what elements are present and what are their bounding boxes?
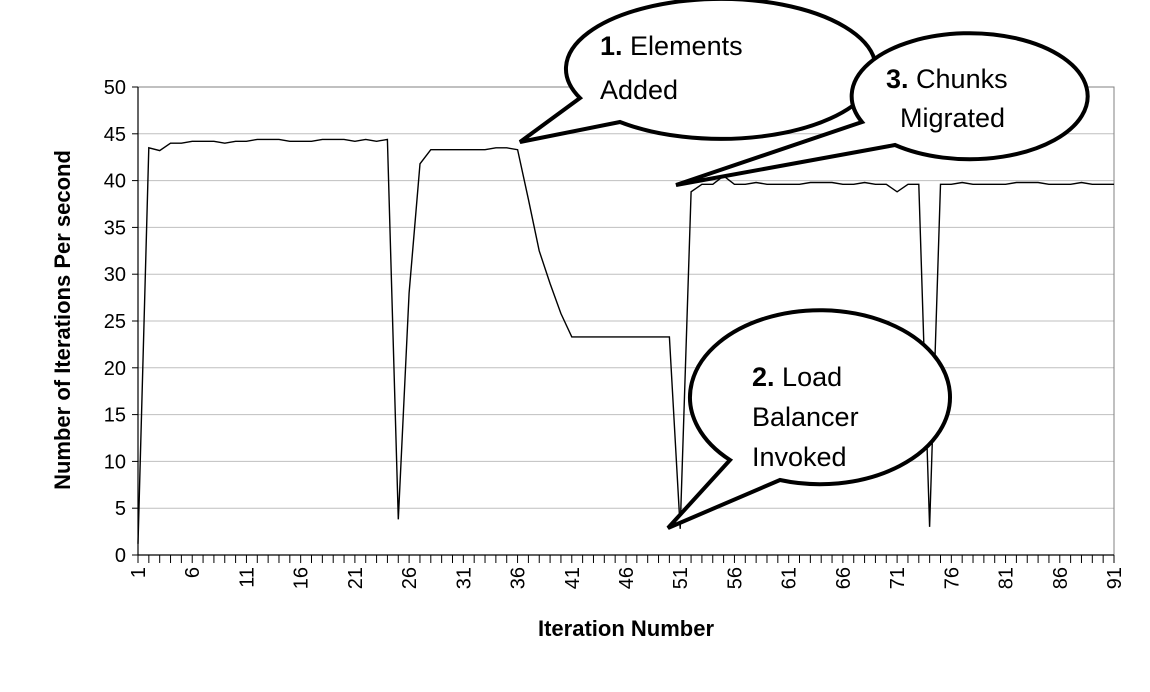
x-tick-label: 16	[291, 567, 313, 589]
x-tick-label: 61	[779, 567, 801, 589]
y-tick-labels: 0 5 10 15 20 25 30 35 40 45 50	[104, 77, 126, 567]
y-tick-label: 40	[104, 171, 126, 193]
y-tick-label: 20	[104, 358, 126, 380]
series-line	[137, 138, 1114, 544]
x-tick-labels: 1 6 11 16 21 26 31 36 41 46 51 56 61 66 71 76 81 86 91	[128, 567, 1126, 589]
callout-number: 3.	[886, 64, 909, 94]
y-tick-label: 25	[104, 311, 126, 333]
callout-bubble	[675, 31, 1090, 187]
callout-text: Elements	[630, 31, 743, 61]
x-tick-label: 36	[508, 567, 530, 589]
x-tick-label: 86	[1050, 567, 1072, 589]
y-tick-label: 50	[104, 77, 126, 99]
callout-chunks-migrated: 3. Chunks Migrated	[675, 31, 1090, 187]
y-tick-label: 5	[115, 498, 126, 520]
callout-line-2: Balancer	[752, 402, 859, 432]
x-tick-label: 71	[887, 567, 909, 589]
callout-number: 1.	[600, 31, 623, 61]
callout-text: Chunks	[916, 64, 1008, 94]
callout-number: 2.	[752, 362, 775, 392]
callout-elements-added: 1. Elements Added	[518, 0, 878, 144]
y-tick-label: 30	[104, 264, 126, 286]
callout-text: Load	[782, 362, 842, 392]
y-axis-title: Number of Iterations Per second	[50, 150, 75, 490]
callout-line-3: Invoked	[752, 442, 847, 472]
x-tick-label: 6	[182, 567, 204, 578]
y-tick-label: 45	[104, 124, 126, 146]
callout-load-balancer-invoked: 2. Load Balancer Invoked	[666, 308, 952, 530]
x-tick-label: 31	[453, 567, 475, 589]
y-tick-label: 15	[104, 405, 126, 427]
callout-bubble	[518, 0, 878, 144]
y-tick-label: 0	[115, 545, 126, 567]
x-tick-label: 51	[670, 567, 692, 589]
x-tick-label: 26	[399, 567, 421, 589]
callout-line-1: 2. Load	[752, 362, 842, 392]
x-tick-label: 66	[833, 567, 855, 589]
x-tick-label: 76	[941, 567, 963, 589]
x-axis-title: Iteration Number	[538, 616, 714, 641]
x-tick-label: 56	[724, 567, 746, 589]
x-tick-label: 21	[345, 567, 367, 589]
x-tick-label: 46	[616, 567, 638, 589]
callout-line-1: 3. Chunks	[886, 64, 1008, 94]
x-tick-label: 81	[996, 567, 1018, 589]
callout-line-2: Migrated	[900, 103, 1005, 133]
x-tick-label: 11	[236, 567, 258, 588]
x-tick-label: 41	[562, 567, 584, 589]
x-tick-label: 91	[1104, 567, 1126, 589]
callout-line-1: 1. Elements	[600, 31, 743, 61]
callout-line-2: Added	[600, 75, 678, 105]
y-tick-label: 10	[104, 451, 126, 473]
callout-bubble	[666, 308, 952, 530]
axes	[132, 86, 1115, 563]
y-tick-label: 35	[104, 217, 126, 239]
x-tick-label: 1	[128, 567, 150, 578]
